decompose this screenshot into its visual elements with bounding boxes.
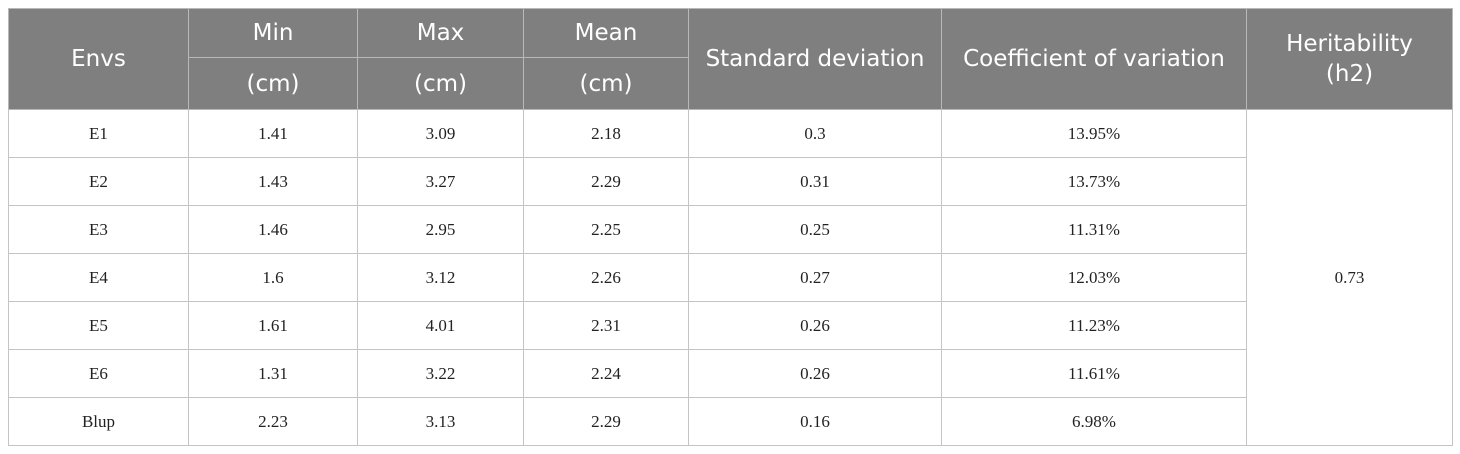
header-heritability: Heritability (h2) <box>1246 8 1453 110</box>
table-row: E3 1.46 2.95 2.25 0.25 11.31% <box>8 205 1453 254</box>
cell-cv: 11.23% <box>941 301 1247 350</box>
cell-std: 0.27 <box>688 253 942 302</box>
table-body: E1 1.41 3.09 2.18 0.3 13.95% 0.73 E2 1.4… <box>8 109 1453 446</box>
cell-min: 2.23 <box>188 397 358 446</box>
cell-mean: 2.24 <box>523 349 689 398</box>
table-row: Blup 2.23 3.13 2.29 0.16 6.98% <box>8 397 1453 446</box>
header-row-1: Envs Min Max Mean Standard deviation Coe… <box>8 8 1453 110</box>
cell-mean: 2.31 <box>523 301 689 350</box>
cell-min: 1.61 <box>188 301 358 350</box>
cell-env: E4 <box>8 253 189 302</box>
table-row: E5 1.61 4.01 2.31 0.26 11.23% <box>8 301 1453 350</box>
cell-cv: 12.03% <box>941 253 1247 302</box>
cell-std: 0.26 <box>688 349 942 398</box>
cell-min: 1.31 <box>188 349 358 398</box>
header-mean: Mean <box>523 8 689 58</box>
cell-max: 4.01 <box>357 301 524 350</box>
cell-min: 1.46 <box>188 205 358 254</box>
cell-max: 3.22 <box>357 349 524 398</box>
cell-max: 3.13 <box>357 397 524 446</box>
header-heritability-line2: (h2) <box>1325 61 1374 87</box>
table-row: E6 1.31 3.22 2.24 0.26 11.61% <box>8 349 1453 398</box>
cell-mean: 2.26 <box>523 253 689 302</box>
cell-env: E2 <box>8 157 189 206</box>
table-header: Envs Min Max Mean Standard deviation Coe… <box>8 8 1453 110</box>
cell-std: 0.3 <box>688 109 942 158</box>
cell-mean: 2.18 <box>523 109 689 158</box>
header-standard-deviation: Standard deviation <box>688 8 942 110</box>
header-min: Min <box>188 8 358 58</box>
header-max-unit: (cm) <box>357 57 524 110</box>
cell-env: E3 <box>8 205 189 254</box>
cell-max: 3.27 <box>357 157 524 206</box>
cell-max: 2.95 <box>357 205 524 254</box>
cell-cv: 6.98% <box>941 397 1247 446</box>
header-row-2: (cm) (cm) (cm) <box>9 57 1453 110</box>
cell-cv: 11.61% <box>941 349 1247 398</box>
cell-mean: 2.29 <box>523 397 689 446</box>
cell-std: 0.31 <box>688 157 942 206</box>
cell-env: E5 <box>8 301 189 350</box>
cell-max: 3.12 <box>357 253 524 302</box>
header-heritability-line1: Heritability <box>1286 31 1413 57</box>
cell-heritability: 0.73 <box>1246 109 1453 446</box>
cell-mean: 2.25 <box>523 205 689 254</box>
statistics-table-container: Envs Min Max Mean Standard deviation Coe… <box>8 8 1453 446</box>
cell-std: 0.16 <box>688 397 942 446</box>
cell-max: 3.09 <box>357 109 524 158</box>
cell-min: 1.6 <box>188 253 358 302</box>
table-row: E1 1.41 3.09 2.18 0.3 13.95% 0.73 <box>8 109 1453 446</box>
statistics-table: Envs Min Max Mean Standard deviation Coe… <box>8 8 1453 446</box>
cell-cv: 13.95% <box>941 109 1247 158</box>
cell-mean: 2.29 <box>523 157 689 206</box>
header-mean-unit: (cm) <box>523 57 689 110</box>
cell-min: 1.41 <box>188 109 358 158</box>
cell-cv: 11.31% <box>941 205 1247 254</box>
header-min-unit: (cm) <box>188 57 358 110</box>
header-envs: Envs <box>8 8 189 110</box>
cell-cv: 13.73% <box>941 157 1247 206</box>
table-row: E4 1.6 3.12 2.26 0.27 12.03% <box>8 253 1453 302</box>
header-max: Max <box>357 8 524 58</box>
cell-min: 1.43 <box>188 157 358 206</box>
cell-std: 0.26 <box>688 301 942 350</box>
cell-env: Blup <box>8 397 189 446</box>
header-coefficient-of-variation: Coefficient of variation <box>941 8 1247 110</box>
table-row: E2 1.43 3.27 2.29 0.31 13.73% <box>8 157 1453 206</box>
cell-std: 0.25 <box>688 205 942 254</box>
cell-env: E6 <box>8 349 189 398</box>
cell-env: E1 <box>8 109 189 158</box>
